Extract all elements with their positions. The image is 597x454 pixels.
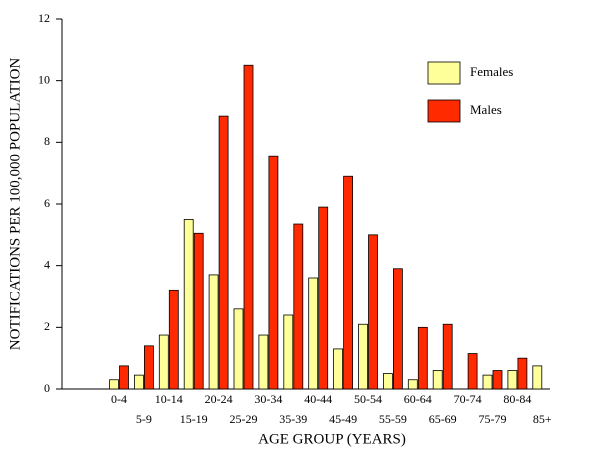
y-tick-label: 6	[44, 196, 50, 210]
bar	[268, 155, 279, 390]
y-tick-label: 12	[38, 11, 50, 25]
bar	[243, 64, 254, 390]
bar	[258, 334, 269, 390]
x-tick-label: 20-24	[205, 392, 233, 406]
x-tick-label: 50-54	[354, 392, 382, 406]
x-tick-label: 0-4	[111, 392, 127, 406]
x-tick-label: 80-84	[503, 392, 531, 406]
bar	[517, 357, 528, 390]
bar	[183, 219, 194, 390]
bar	[467, 353, 478, 390]
bar	[382, 373, 393, 390]
bar	[168, 289, 179, 390]
x-tick-label: 60-64	[404, 392, 432, 406]
bar	[432, 370, 443, 390]
bar	[507, 370, 518, 390]
bar	[358, 323, 368, 390]
bar	[143, 345, 154, 390]
x-tick-label: 85+	[533, 412, 552, 426]
x-tick-label: 5-9	[136, 412, 152, 426]
y-tick-label: 2	[44, 319, 50, 333]
bar	[308, 277, 319, 390]
y-tick-label: 8	[44, 134, 50, 148]
bar	[318, 206, 329, 390]
legend-label: Males	[470, 102, 502, 117]
legend-swatch	[427, 61, 461, 85]
x-tick-label: 15-19	[180, 412, 208, 426]
y-tick-label: 0	[44, 381, 50, 395]
bar	[109, 379, 119, 390]
bar	[218, 115, 229, 390]
legend-label: Females	[470, 64, 513, 79]
bar	[193, 232, 204, 390]
bar	[407, 379, 418, 390]
x-tick-label: 30-34	[254, 392, 282, 406]
bar	[133, 374, 144, 390]
bar	[392, 268, 403, 390]
bar	[442, 323, 453, 390]
x-tick-label: 45-49	[329, 412, 357, 426]
y-tick-label: 10	[38, 72, 50, 86]
x-tick-label: 35-39	[279, 412, 307, 426]
bar	[283, 314, 294, 390]
bar	[343, 175, 354, 390]
y-axis-title: NOTIFICATIONS PER 100,000 POPULATION	[7, 58, 23, 351]
bar	[532, 365, 543, 390]
bar	[417, 326, 428, 390]
y-tick-label: 4	[44, 257, 50, 271]
bar	[119, 365, 129, 390]
x-axis-title: AGE GROUP (YEARS)	[258, 431, 406, 447]
x-tick-label: 70-74	[454, 392, 482, 406]
bar	[482, 374, 493, 390]
bar	[208, 274, 219, 390]
bar	[368, 234, 378, 390]
x-tick-label: 10-14	[155, 392, 183, 406]
bar	[333, 348, 344, 390]
x-tick-label: 55-59	[379, 412, 407, 426]
bar	[158, 334, 169, 390]
x-tick-label: 25-29	[230, 412, 258, 426]
legend-swatch	[427, 99, 461, 123]
bar	[233, 308, 244, 390]
bar	[492, 370, 503, 390]
x-tick-label: 65-69	[429, 412, 457, 426]
x-tick-label: 75-79	[479, 412, 507, 426]
x-tick-label: 40-44	[304, 392, 332, 406]
bar	[293, 223, 304, 390]
